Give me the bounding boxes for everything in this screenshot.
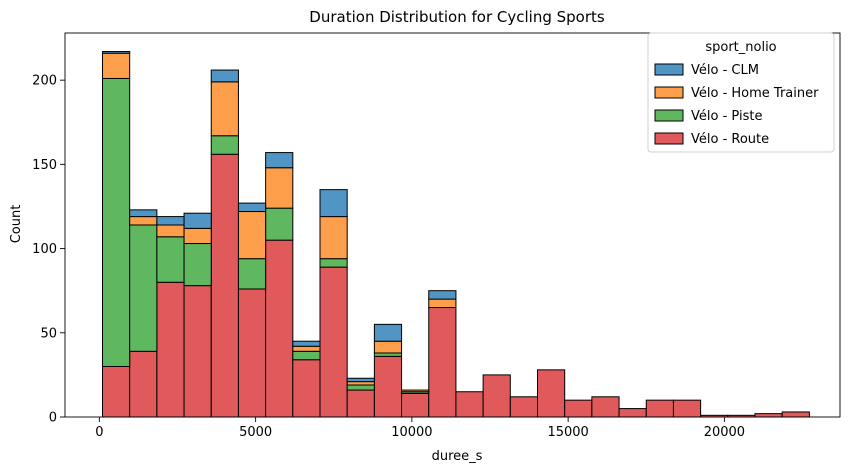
bar-segment [102, 365, 131, 418]
x-tick-label: 15000 [547, 425, 588, 440]
bar-segment [265, 167, 294, 209]
bar-segment [156, 224, 185, 238]
x-tick-label: 0 [95, 425, 103, 440]
bar-segment [564, 399, 593, 418]
legend-entry: Vélo - Route [691, 132, 769, 147]
bar-segment [373, 352, 403, 357]
bar-segment [319, 258, 348, 268]
x-axis-label: duree_s [432, 449, 483, 464]
bar-segment [482, 374, 511, 418]
bar-segment [237, 202, 267, 213]
bar-segment [319, 266, 348, 418]
bar-segment [428, 307, 457, 418]
bar-segment [210, 153, 239, 418]
bar-segment [754, 413, 783, 418]
bar-segment [265, 207, 294, 241]
bar-segment [237, 258, 267, 290]
legend: sport_nolio Vélo - CLM Vélo - Home Traine… [647, 32, 835, 153]
bar-segment [292, 350, 321, 361]
bar-segment [210, 69, 239, 83]
y-tick-label: 150 [32, 158, 57, 173]
bar-segment [346, 384, 375, 391]
legend-swatch [654, 63, 684, 76]
legend-entry: Vélo - Home Trainer [691, 86, 819, 101]
bar-segment [292, 345, 321, 352]
bar-segment [102, 51, 131, 54]
bar-segment [156, 216, 185, 226]
bar-segment [645, 399, 674, 418]
chart-title: Duration Distribution for Cycling Sports [309, 8, 605, 26]
bar-segment [102, 52, 131, 79]
bar-segment [129, 216, 158, 226]
bar-segment [781, 411, 810, 418]
bar-segment [183, 285, 212, 418]
y-tick-label: 0 [49, 411, 57, 426]
bar-segment [156, 281, 185, 418]
bar-segment [292, 359, 321, 418]
legend-frame [647, 32, 835, 153]
bar-segment [401, 389, 430, 393]
bar-segment [373, 323, 403, 342]
bar-segment [428, 290, 457, 300]
bar-segment [210, 135, 239, 155]
bars-group [102, 51, 810, 418]
bar-segment [183, 243, 212, 287]
legend-entry: Vélo - CLM [691, 63, 759, 78]
bar-segment [265, 152, 294, 169]
bar-segment [237, 211, 267, 260]
bar-segment [129, 350, 158, 418]
y-axis: 0 50 100 150 200 [32, 74, 65, 426]
bar-segment [373, 355, 403, 418]
y-tick-label: 50 [40, 326, 57, 341]
bar-segment [156, 236, 185, 283]
y-axis-label: Count [9, 205, 24, 244]
bar-segment [591, 396, 620, 418]
bar-segment [455, 391, 484, 418]
plot-frame [64, 32, 841, 418]
bar-segment [672, 399, 702, 418]
bar-segment [346, 389, 375, 418]
bar-segment [129, 209, 158, 218]
y-tick-label: 200 [32, 74, 57, 89]
bar-segment [237, 288, 267, 418]
bar-segment [210, 81, 239, 137]
x-tick-label: 20000 [704, 425, 745, 440]
bar-segment [183, 212, 212, 229]
x-axis: 0 5000 10000 15000 20000 [95, 417, 745, 440]
legend-title: sport_nolio [705, 40, 776, 55]
bar-segment [373, 340, 403, 354]
y-tick-label: 100 [32, 242, 57, 257]
bar-segment [346, 377, 375, 383]
bar-segment [319, 189, 348, 218]
bar-segment [292, 340, 321, 347]
bar-segment [346, 381, 375, 386]
bar-segment [401, 392, 430, 418]
legend-swatch [654, 109, 684, 122]
bar-segment [618, 408, 647, 418]
bar-segment [428, 298, 457, 309]
bar-segment [183, 227, 212, 245]
bar-segment [537, 369, 566, 418]
legend-swatch [654, 86, 684, 99]
bar-segment [102, 77, 131, 367]
bar-segment [509, 396, 538, 418]
bar-segment [265, 239, 294, 418]
legend-swatch [654, 132, 684, 145]
x-tick-label: 10000 [391, 425, 432, 440]
legend-entry: Vélo - Piste [691, 109, 762, 124]
bar-segment [129, 224, 158, 352]
bar-segment [319, 216, 348, 260]
x-tick-label: 5000 [239, 425, 272, 440]
